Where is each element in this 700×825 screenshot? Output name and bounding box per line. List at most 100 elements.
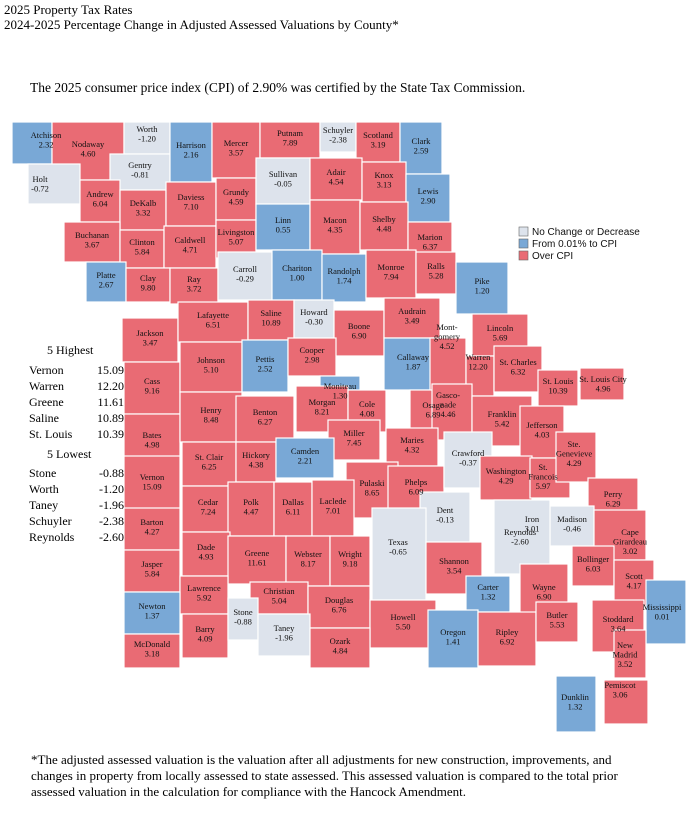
county-audrain bbox=[383, 297, 441, 339]
county-label-jackson: Jackson 3.47 bbox=[137, 328, 165, 348]
county-taney bbox=[257, 613, 311, 657]
county-scotland bbox=[355, 121, 401, 163]
county-label-douglas: Douglas 6.76 bbox=[325, 595, 353, 615]
county-label-boone: Boone 6.90 bbox=[348, 321, 370, 341]
county-label-crawford: Crawford -0.37 bbox=[452, 448, 485, 468]
county-label-gentry: Gentry -0.81 bbox=[128, 160, 152, 180]
highest-county-name: Greene bbox=[29, 395, 64, 409]
county-label-webster: Webster 8.17 bbox=[294, 549, 322, 569]
county-ozark bbox=[309, 627, 371, 669]
lowest-county-value: -2.60 bbox=[99, 530, 124, 544]
county-label-texas: Texas -0.65 bbox=[388, 537, 408, 557]
lowest-county-value: -1.20 bbox=[99, 482, 124, 496]
county-oregon bbox=[427, 609, 479, 669]
county-label-barry: Barry 4.09 bbox=[195, 624, 215, 644]
county-label-cape-girardeau: Cape Girardeau 3.02 bbox=[613, 527, 648, 556]
county-label-new-madrid: New Madrid 3.52 bbox=[612, 640, 638, 669]
county-label-andrew: Andrew 6.04 bbox=[86, 189, 114, 209]
county-vernon bbox=[123, 455, 181, 513]
highest-county-name: Saline bbox=[29, 411, 59, 425]
county-label-madison: Madison -0.46 bbox=[557, 514, 588, 534]
county-label-clay: Clay 9.80 bbox=[140, 273, 157, 293]
page-subtitle: 2024-2025 Percentage Change in Adjusted … bbox=[4, 17, 399, 32]
legend-label-to_cpi: From 0.01% to CPI bbox=[532, 239, 617, 250]
county-washington bbox=[479, 455, 533, 501]
county-label-newton: Newton 1.37 bbox=[139, 601, 167, 621]
county-worth bbox=[123, 121, 171, 155]
county-label-knox: Knox 3.13 bbox=[375, 170, 395, 190]
county-cooper bbox=[287, 337, 337, 377]
county-label-callaway: Callaway 1.87 bbox=[397, 352, 430, 372]
county-label-carroll: Carroll -0.29 bbox=[233, 264, 258, 284]
county-knox bbox=[361, 161, 407, 203]
county-bollinger bbox=[571, 545, 615, 587]
legend-label-decrease: No Change or Decrease bbox=[532, 227, 640, 238]
county-label-perry: Perry 6.29 bbox=[604, 489, 623, 509]
lowest-county-name: Taney bbox=[29, 498, 59, 512]
legend-swatch-to_cpi bbox=[518, 238, 529, 249]
county-label-iron: Iron 3.01 bbox=[525, 514, 540, 534]
county-label-nodaway: Nodaway 4.60 bbox=[72, 139, 105, 159]
county-platte bbox=[85, 261, 127, 303]
county-dunklin bbox=[555, 675, 597, 733]
county-label-camden: Camden 2.21 bbox=[291, 446, 320, 466]
county-label-shelby: Shelby 4.48 bbox=[372, 214, 396, 234]
county-label-st-clair: St. Clair 6.25 bbox=[195, 452, 224, 472]
county-label-chariton: Chariton 1.00 bbox=[282, 263, 312, 283]
county-ralls bbox=[415, 251, 457, 295]
county-boone bbox=[333, 309, 385, 357]
county-label-clinton: Clinton 5.84 bbox=[129, 237, 155, 257]
county-label-adair: Adair 4.54 bbox=[326, 167, 346, 187]
county-buchanan bbox=[63, 221, 121, 263]
county-dallas bbox=[273, 481, 313, 537]
county-label-pettis: Pettis 2.52 bbox=[256, 354, 275, 374]
county-barton bbox=[123, 507, 181, 551]
highest-county-value: 10.89 bbox=[97, 411, 124, 425]
highest-heading: 5 Highest bbox=[47, 343, 94, 357]
county-label-johnson: Johnson 5.10 bbox=[197, 355, 226, 375]
county-label-holt: Holt -0.72 bbox=[31, 174, 49, 194]
county-label-pike: Pike 1.20 bbox=[474, 276, 489, 296]
county-label-saline: Saline 10.89 bbox=[260, 308, 281, 328]
county-label-audrain: Audrain 3.49 bbox=[398, 306, 427, 326]
county-st-clair bbox=[181, 441, 237, 487]
county-label-putnam: Putnam 7.89 bbox=[277, 128, 303, 148]
county-label-polk: Polk 4.47 bbox=[243, 497, 259, 517]
county-label-warren: Warren 12.20 bbox=[466, 352, 492, 372]
county-label-ste-genevieve: Ste. Genevieve 4.29 bbox=[556, 439, 593, 468]
county-label-macon: Macon 4.35 bbox=[323, 215, 347, 235]
lowest-county-value: -1.96 bbox=[99, 498, 124, 512]
county-label-montgomery: Mont-gomery 4.52 bbox=[434, 322, 461, 351]
county-label-cooper: Cooper 2.98 bbox=[299, 345, 324, 365]
county-grundy bbox=[215, 177, 257, 221]
county-label-clark: Clark 2.59 bbox=[412, 136, 432, 156]
lowest-heading: 5 Lowest bbox=[47, 447, 92, 461]
county-label-ozark: Ozark 4.84 bbox=[330, 636, 352, 656]
county-label-pemiscot: Pemiscot 3.06 bbox=[604, 680, 636, 700]
county-carter bbox=[465, 575, 511, 613]
county-label-jefferson: Jefferson 4.03 bbox=[527, 420, 559, 440]
county-label-worth: Worth -1.20 bbox=[136, 124, 158, 144]
county-label-lewis: Lewis 2.90 bbox=[418, 186, 439, 206]
county-label-buchanan: Buchanan 3.67 bbox=[75, 230, 110, 250]
county-clark bbox=[399, 121, 443, 175]
county-label-stone: Stone -0.88 bbox=[233, 607, 253, 627]
lowest-county-value: -2.38 bbox=[99, 514, 124, 528]
cpi-note: The 2025 consumer price index (CPI) of 2… bbox=[30, 80, 526, 95]
county-label-st-louis: St. Louis 10.39 bbox=[543, 376, 574, 396]
county-caldwell bbox=[163, 225, 217, 269]
county-label-monroe: Monroe 7.94 bbox=[378, 262, 405, 282]
county-label-marion: Marion 6.37 bbox=[417, 232, 443, 252]
lowest-county-name: Worth bbox=[29, 482, 59, 496]
county-dekalb bbox=[119, 189, 167, 231]
county-label-sullivan: Sullivan -0.05 bbox=[269, 169, 298, 189]
lowest-county-value: -0.88 bbox=[99, 466, 124, 480]
county-st-louis-city bbox=[579, 367, 625, 401]
county-benton bbox=[235, 395, 295, 443]
county-holt bbox=[27, 163, 81, 205]
county-label-caldwell: Caldwell 4.71 bbox=[175, 235, 206, 255]
county-howell bbox=[369, 599, 437, 649]
highest-county-value: 15.09 bbox=[97, 363, 124, 377]
